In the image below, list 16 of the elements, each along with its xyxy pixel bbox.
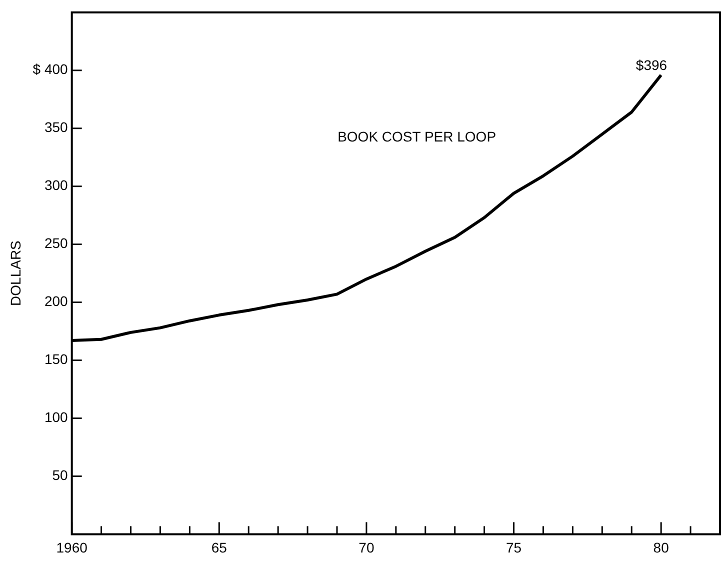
y-tick-label: 300 [44, 177, 68, 194]
y-tick-label: 250 [44, 235, 68, 252]
x-tick-label: 70 [358, 539, 374, 556]
y-axis-title: DOLLARS [7, 240, 24, 306]
annotation: BOOK COST PER LOOP [338, 128, 496, 144]
y-tick-label: 100 [44, 409, 68, 426]
y-tick-label: 350 [44, 119, 68, 136]
x-tick-label: 1960 [56, 539, 88, 556]
y-tick-label: 50 [52, 467, 68, 484]
annotation: $396 [636, 56, 668, 73]
y-tick-label: 200 [44, 293, 68, 310]
x-tick-label: 80 [653, 539, 670, 556]
x-tick-label: 65 [211, 539, 228, 556]
y-tick-label: 150 [44, 351, 68, 368]
x-tick-label: 75 [506, 539, 522, 556]
y-tick-label: $ 400 [32, 61, 68, 78]
